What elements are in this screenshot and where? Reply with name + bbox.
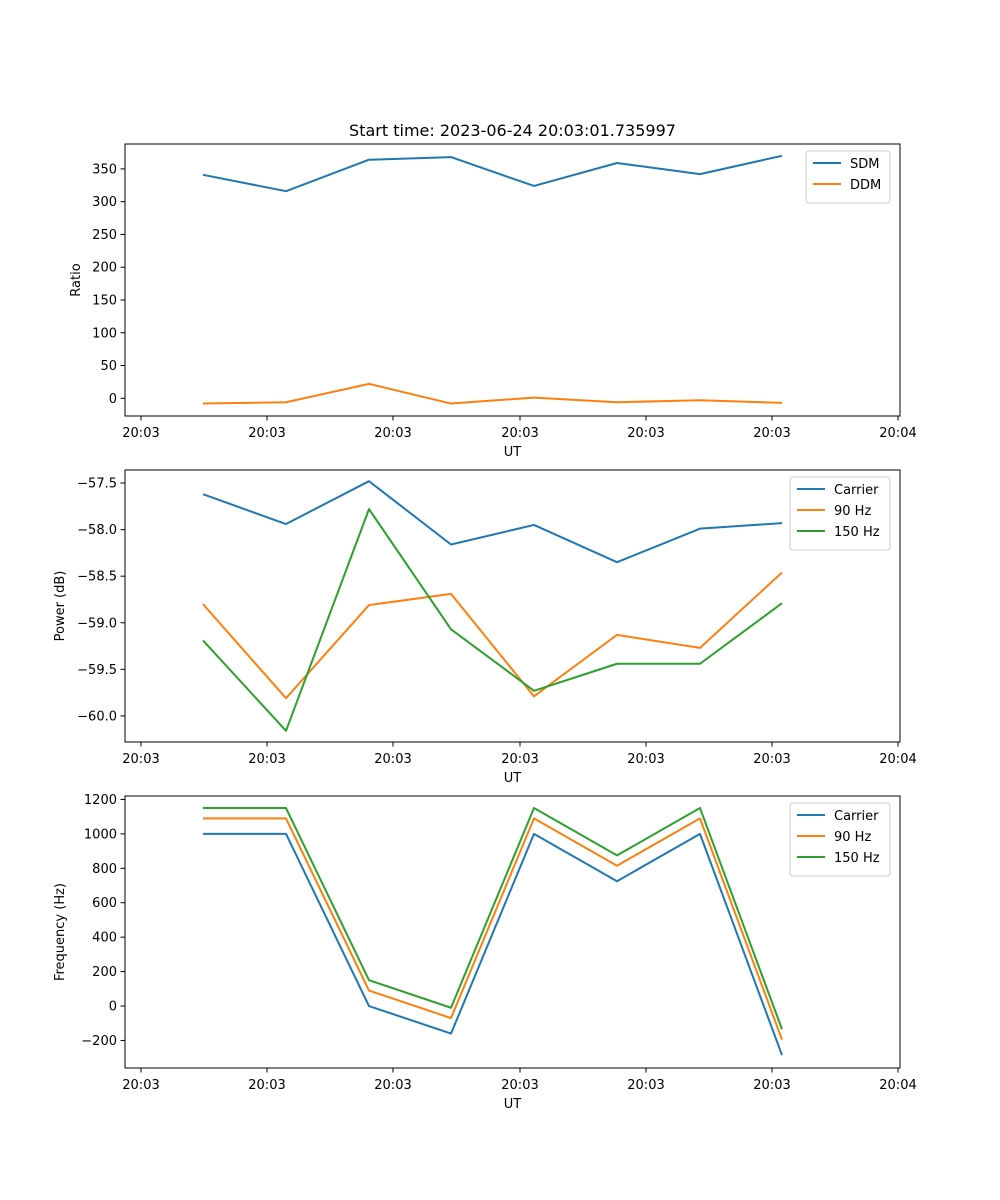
- axes-frame: [124, 143, 901, 417]
- y-tick-label: 0: [109, 1000, 117, 1015]
- x-tick-label: 20:03: [627, 752, 664, 767]
- x-tick-label: 20:03: [627, 1078, 664, 1093]
- y-tick-label: 350: [92, 162, 117, 177]
- ratio-panel: 20:03 20:03 20:03 20:03 20:03 20:03 20:04 0 50 10…: [69, 121, 917, 460]
- x-tick-label: 20:03: [122, 426, 159, 441]
- y-tick-label: −58.0: [77, 523, 117, 538]
- y-tick-label: 400: [92, 931, 117, 946]
- y-tick-label: −57.5: [77, 477, 117, 492]
- x-tick-label: 20:03: [248, 752, 285, 767]
- y-tick-label: 200: [92, 965, 117, 980]
- legend-label-sdm: SDM: [850, 157, 879, 172]
- x-axis-label: UT: [504, 445, 522, 460]
- axes-frame: [124, 469, 901, 743]
- frequency-panel: 20:03 20:03 20:03 20:03 20:03 20:03 20:04 −200 0…: [53, 793, 917, 1112]
- x-tick-label: 20:03: [753, 752, 790, 767]
- legend-label-carrier: Carrier: [834, 483, 879, 498]
- legend-label-90-hz: 90 Hz: [834, 830, 871, 845]
- legend-label-150-hz: 150 Hz: [834, 525, 880, 540]
- series-line-90-hz: [202, 571, 783, 700]
- y-tick-label: 1200: [84, 793, 117, 808]
- y-tick-label: 600: [92, 896, 117, 911]
- series-line-150-hz: [203, 807, 783, 1030]
- x-tick-label: 20:03: [374, 752, 411, 767]
- y-axis-label: Ratio: [69, 263, 84, 296]
- y-tick-label: −60.0: [77, 709, 117, 724]
- chart-title: Start time: 2023-06-24 20:03:01.735997: [349, 121, 676, 140]
- x-tick-label: 20:03: [501, 752, 538, 767]
- legend: SDM DDM: [805, 150, 891, 204]
- series-line-ddm: [202, 382, 783, 405]
- x-tick-label: 20:03: [753, 1078, 790, 1093]
- y-tick-label: −59.0: [77, 616, 117, 631]
- x-tick-label: 20:03: [122, 1078, 159, 1093]
- x-tick-label: 20:04: [879, 752, 916, 767]
- legend-label-90-hz: 90 Hz: [834, 504, 871, 519]
- y-axis-label: Frequency (Hz): [53, 883, 68, 981]
- y-tick-label: −59.5: [77, 663, 117, 678]
- x-tick-label: 20:03: [374, 1078, 411, 1093]
- axes-frame: [124, 795, 901, 1069]
- y-axis-label: Power (dB): [53, 571, 68, 642]
- x-tick-label: 20:03: [248, 426, 285, 441]
- y-tick-label: −58.5: [77, 570, 117, 585]
- x-tick-label: 20:03: [501, 1078, 538, 1093]
- legend: Carrier 90 Hz 150 Hz: [789, 802, 891, 877]
- legend: Carrier 90 Hz 150 Hz: [789, 476, 891, 551]
- y-tick-label: 0: [109, 392, 117, 407]
- y-tick-label: 150: [92, 293, 117, 308]
- x-tick-label: 20:03: [248, 1078, 285, 1093]
- y-tick-label: 800: [92, 862, 117, 877]
- x-tick-label: 20:03: [122, 752, 159, 767]
- series-line-carrier: [203, 832, 783, 1056]
- legend-label-carrier: Carrier: [834, 809, 879, 824]
- x-tick-label: 20:03: [374, 426, 411, 441]
- x-axis-label: UT: [504, 771, 522, 786]
- y-tick-label: −200: [81, 1034, 117, 1049]
- x-tick-label: 20:03: [627, 426, 664, 441]
- y-tick-label: 100: [92, 326, 117, 341]
- y-tick-label: 1000: [84, 827, 117, 842]
- x-tick-label: 20:04: [879, 1078, 916, 1093]
- y-tick-label: 250: [92, 228, 117, 243]
- x-axis-label: UT: [504, 1097, 522, 1112]
- x-tick-label: 20:03: [501, 426, 538, 441]
- power-panel: 20:03 20:03 20:03 20:03 20:03 20:03 20:04 −60.0…: [53, 469, 917, 786]
- legend-label-150-hz: 150 Hz: [834, 851, 880, 866]
- x-tick-label: 20:03: [753, 426, 790, 441]
- series-line-150-hz: [202, 508, 783, 732]
- legend-label-ddm: DDM: [850, 178, 881, 193]
- y-tick-label: 300: [92, 195, 117, 210]
- y-tick-label: 50: [100, 359, 117, 374]
- series-line-carrier: [202, 480, 783, 564]
- series-line-90-hz: [203, 817, 783, 1040]
- series-line-sdm: [202, 154, 783, 193]
- y-tick-label: 200: [92, 261, 117, 276]
- x-tick-label: 20:04: [879, 426, 916, 441]
